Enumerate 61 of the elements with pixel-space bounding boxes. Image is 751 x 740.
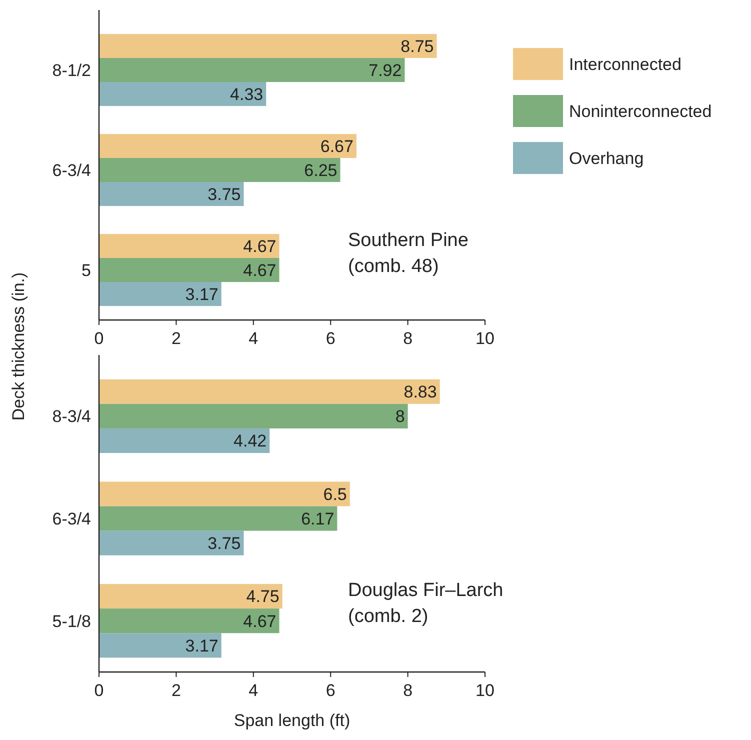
bar <box>99 282 222 306</box>
annotation: Douglas Fir–Larch (comb. 2) <box>348 580 504 627</box>
x-tick-label: 0 <box>94 681 104 700</box>
data-label: 8 <box>395 407 405 426</box>
bar <box>99 34 437 58</box>
x-tick-label: 8 <box>403 681 413 700</box>
data-label: 4.75 <box>246 587 280 606</box>
bar <box>99 608 280 634</box>
x-tick-label: 10 <box>476 681 494 700</box>
bar <box>99 234 280 258</box>
y-tick-label: 5-1/8 <box>52 612 91 631</box>
x-tick-label: 4 <box>248 681 258 700</box>
bar <box>99 530 244 556</box>
bar <box>99 379 440 404</box>
annotation: Southern Pine (comb. 48) <box>348 230 468 277</box>
data-label: 7.92 <box>368 60 402 80</box>
x-tick-label: 2 <box>171 329 181 348</box>
bar <box>99 482 350 506</box>
y-tick-label: 8-1/2 <box>52 60 91 80</box>
data-label: 6.5 <box>323 484 347 504</box>
legend-label: Noninterconnected <box>569 102 712 121</box>
data-label: 4.42 <box>234 432 267 451</box>
x-axis-title: Span length (ft) <box>234 711 350 730</box>
bar <box>99 182 244 206</box>
data-label: 3.17 <box>185 636 218 656</box>
y-tick-label: 6-3/4 <box>52 160 91 180</box>
x-tick-label: 4 <box>248 329 258 348</box>
x-tick-label: 10 <box>476 329 494 348</box>
data-label: 8.75 <box>400 36 434 56</box>
data-label: 4.67 <box>243 236 276 256</box>
x-tick-label: 6 <box>326 329 336 348</box>
bar <box>99 428 270 454</box>
bar <box>99 584 282 609</box>
bar <box>99 134 356 158</box>
data-label: 6.17 <box>301 509 334 528</box>
bar <box>99 506 338 531</box>
bar <box>99 58 405 82</box>
x-tick-label: 0 <box>94 329 104 348</box>
bar <box>99 633 222 658</box>
y-tick-label: 8-3/4 <box>52 407 91 426</box>
legend-label: Overhang <box>569 148 644 168</box>
legend-label: Interconnected <box>569 54 682 74</box>
y-axis-title: Deck thickness (in.) <box>9 272 28 421</box>
y-tick-label: 5 <box>82 260 91 280</box>
bar <box>99 258 280 282</box>
x-tick-label: 6 <box>326 681 336 700</box>
data-label: 6.25 <box>304 160 338 180</box>
y-tick-label: 6-3/4 <box>52 509 91 528</box>
bar <box>99 82 266 106</box>
data-label: 4.33 <box>230 84 264 104</box>
data-label: 4.67 <box>243 260 276 280</box>
data-label: 3.17 <box>185 284 218 304</box>
x-tick-label: 2 <box>171 681 181 700</box>
data-label: 4.67 <box>243 612 276 631</box>
data-label: 6.67 <box>320 136 354 156</box>
data-label: 8.83 <box>404 382 437 402</box>
data-label: 3.75 <box>208 184 241 204</box>
x-tick-label: 8 <box>403 329 413 348</box>
bar <box>99 158 340 182</box>
bar <box>99 404 408 428</box>
data-label: 3.75 <box>208 534 241 554</box>
